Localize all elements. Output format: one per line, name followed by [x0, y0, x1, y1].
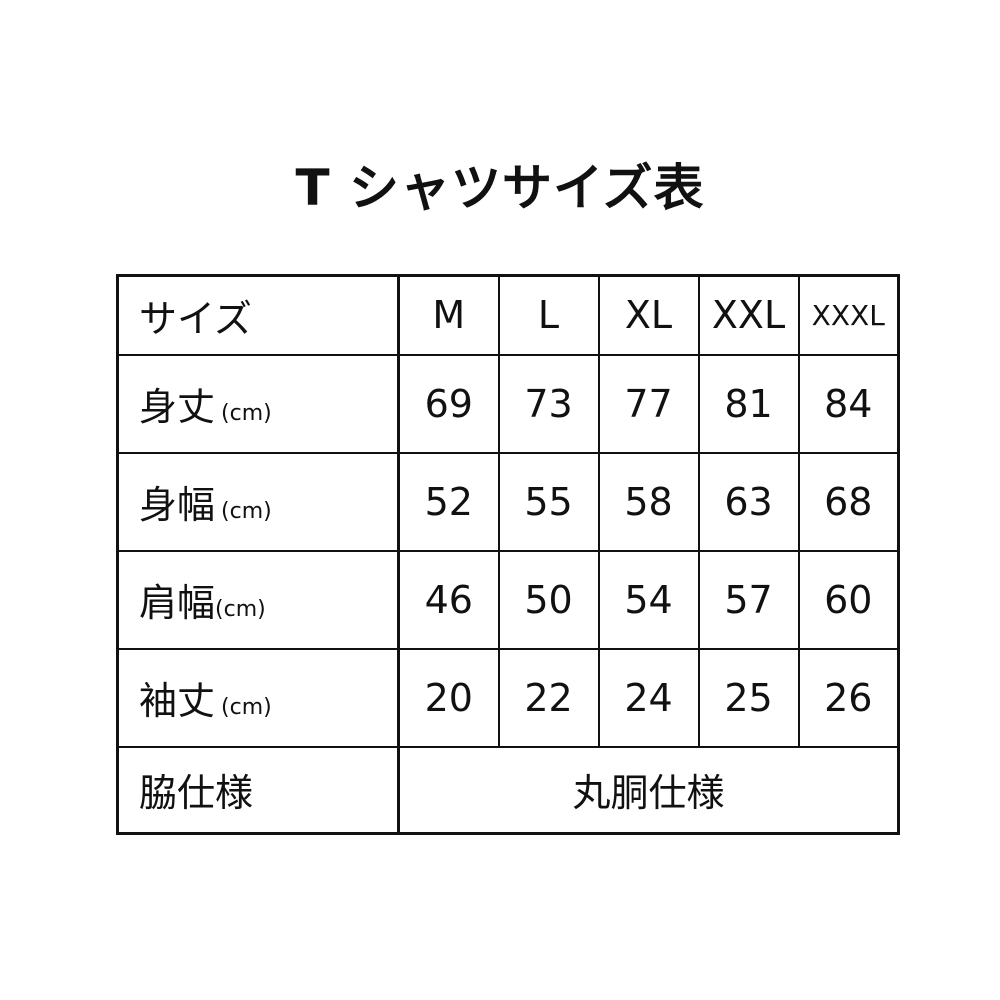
size-m: M	[397, 274, 500, 356]
unit-label: (cm)	[221, 401, 272, 426]
cell: 54	[597, 549, 700, 650]
row-label-text: 肩幅	[139, 581, 216, 625]
table-row: 身幅 (cm) 52 55 58 63 68	[116, 451, 900, 552]
footer-label: 脇仕様	[116, 745, 400, 835]
row-label: 身幅 (cm)	[116, 451, 400, 552]
cell: 26	[797, 647, 900, 748]
cell: 50	[497, 549, 600, 650]
page-title: T シャツサイズ表	[295, 159, 705, 217]
size-table: サイズ M L XL XXL XXXL 身丈 (cm) 69 73 77 81 8…	[116, 274, 900, 835]
cell: 20	[397, 647, 500, 748]
cell: 73	[497, 353, 600, 454]
cell: 69	[397, 353, 500, 454]
cell: 57	[697, 549, 800, 650]
row-label-text: 袖丈	[139, 679, 216, 723]
cell: 22	[497, 647, 600, 748]
cell: 24	[597, 647, 700, 748]
unit-label: (cm)	[221, 695, 272, 720]
cell: 84	[797, 353, 900, 454]
unit-label: (cm)	[221, 499, 272, 524]
footer-value: 丸胴仕様	[397, 745, 900, 835]
header-label: サイズ	[116, 274, 400, 356]
table-row: 肩幅(cm) 46 50 54 57 60	[116, 549, 900, 650]
row-label: 肩幅(cm)	[116, 549, 400, 650]
footer-row: 脇仕様 丸胴仕様	[116, 745, 900, 835]
row-label-text: 身幅	[139, 483, 216, 527]
size-xxl: XXL	[697, 274, 800, 356]
cell: 55	[497, 451, 600, 552]
cell: 25	[697, 647, 800, 748]
cell: 77	[597, 353, 700, 454]
size-xl: XL	[597, 274, 700, 356]
table-row: 袖丈 (cm) 20 22 24 25 26	[116, 647, 900, 748]
cell: 81	[697, 353, 800, 454]
size-l: L	[497, 274, 600, 356]
cell: 52	[397, 451, 500, 552]
table-row: 身丈 (cm) 69 73 77 81 84	[116, 353, 900, 454]
cell: 46	[397, 549, 500, 650]
row-label-text: 身丈	[139, 385, 216, 429]
cell: 58	[597, 451, 700, 552]
cell: 60	[797, 549, 900, 650]
row-label: 身丈 (cm)	[116, 353, 400, 454]
row-label: 袖丈 (cm)	[116, 647, 400, 748]
cell: 68	[797, 451, 900, 552]
cell: 63	[697, 451, 800, 552]
header-row: サイズ M L XL XXL XXXL	[116, 274, 900, 356]
unit-label: (cm)	[215, 597, 266, 622]
size-xxxl: XXXL	[797, 274, 900, 356]
